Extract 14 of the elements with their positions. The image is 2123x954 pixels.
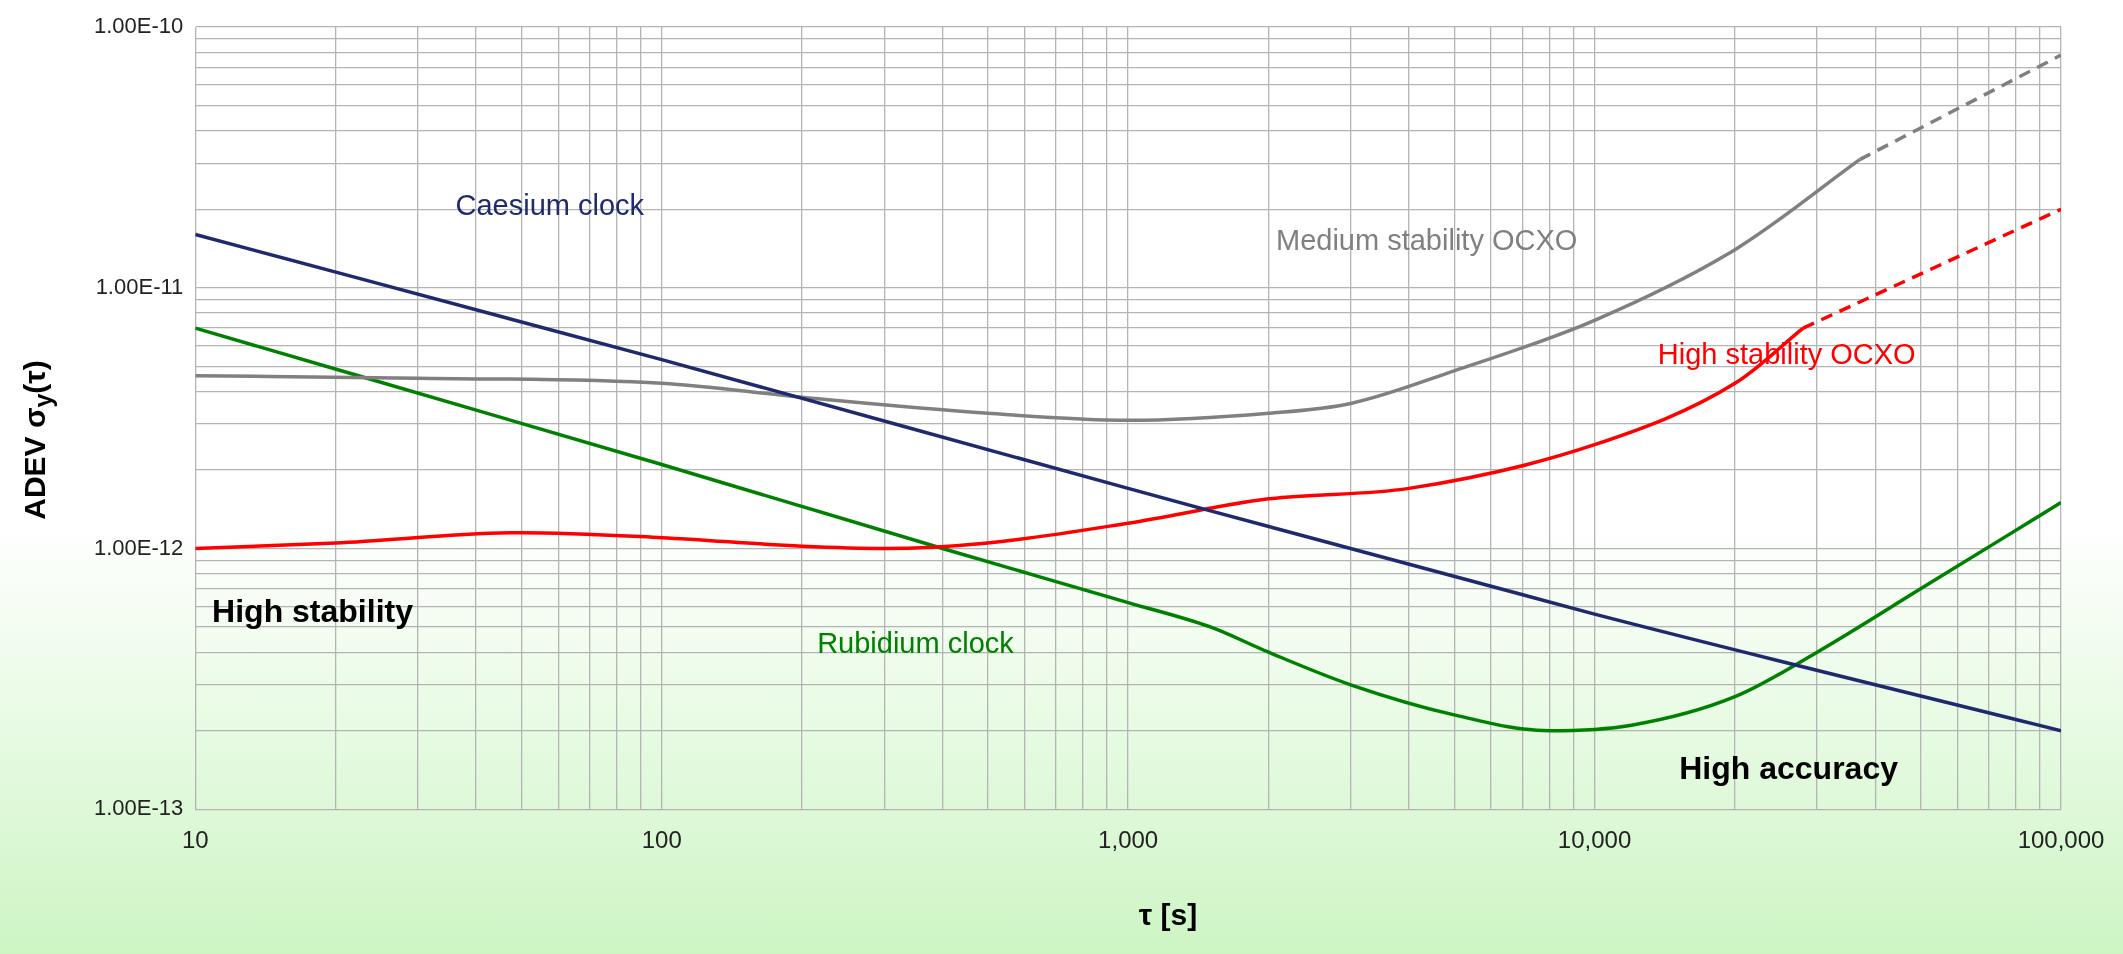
y-tick-label: 1.00E-13 [93, 795, 184, 821]
annotation: High stability [212, 593, 414, 630]
x-tick-label: 1,000 [1098, 826, 1159, 854]
annotation: High accuracy [1679, 749, 1899, 786]
x-tick-label: 100,000 [2017, 826, 2105, 854]
x-tick-label: 100 [641, 826, 682, 854]
series-label: Rubidium clock [817, 626, 1015, 659]
y-tick-label: 1.00E-12 [93, 534, 184, 560]
x-axis-title: τ [s] [1138, 898, 1198, 932]
y-tick-label: 1.00E-10 [93, 13, 184, 39]
x-tick-label: 10,000 [1557, 826, 1632, 854]
x-tick-label: 10 [181, 826, 209, 854]
y-tick-label: 1.00E-11 [95, 273, 184, 299]
text: Caesium clock [455, 188, 645, 221]
